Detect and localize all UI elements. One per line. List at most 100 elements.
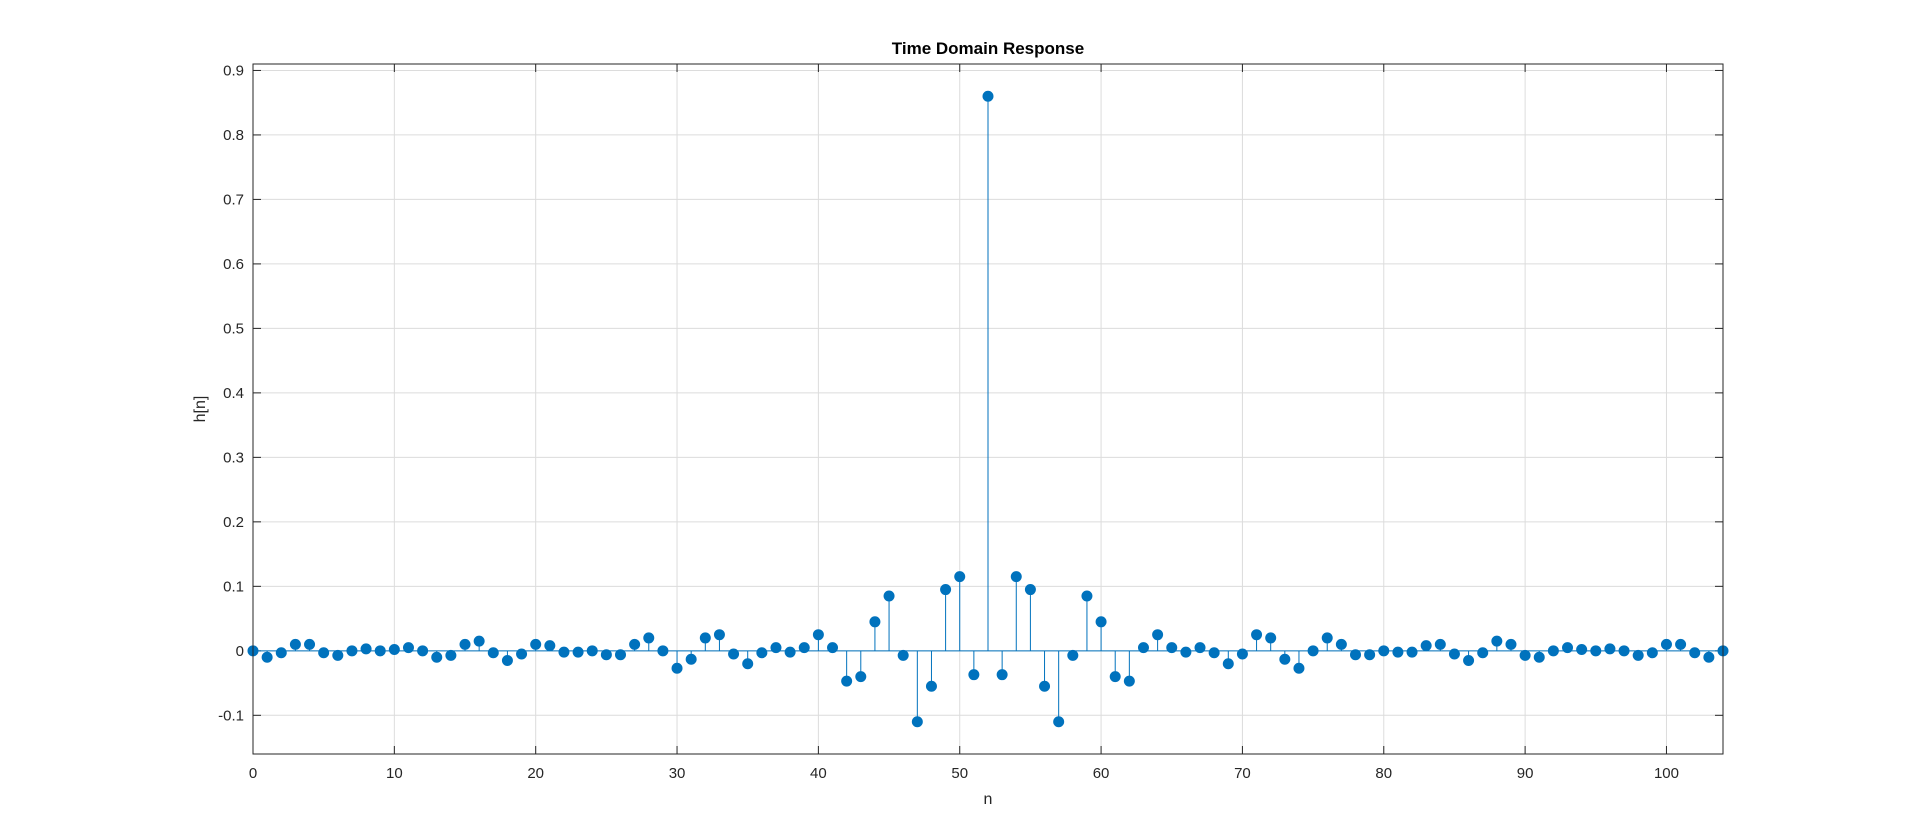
stem-marker <box>883 590 895 602</box>
x-tick-label: 30 <box>669 765 686 782</box>
x-tick-labels: 0 10 20 30 40 50 60 70 80 90 100 <box>249 765 1679 782</box>
stem-marker <box>1067 649 1079 661</box>
stem-marker <box>1646 647 1658 659</box>
x-tick-label: 100 <box>1654 765 1679 782</box>
stem-marker <box>1364 649 1376 661</box>
stem-marker <box>318 647 330 659</box>
stem-marker <box>1265 632 1277 644</box>
stem-marker <box>1562 642 1574 654</box>
stem-marker <box>996 669 1008 681</box>
stem-marker <box>869 616 881 628</box>
y-tick-label: 0.5 <box>223 320 244 337</box>
stem-marker <box>615 649 626 661</box>
stem-marker <box>1590 645 1602 657</box>
stem-marker <box>1180 646 1192 658</box>
stem-marker <box>1448 648 1460 660</box>
stem-marker <box>968 669 980 681</box>
stem-marker <box>558 646 570 658</box>
chart-title: Time Domain Response <box>892 39 1084 58</box>
stem-marker <box>360 643 372 655</box>
stem-marker <box>374 645 386 657</box>
stem-marker <box>1547 645 1559 657</box>
x-axis-label: n <box>984 791 993 808</box>
stem-marker <box>1109 671 1121 683</box>
stem-marker <box>346 645 358 657</box>
x-tick-label: 60 <box>1093 765 1110 782</box>
stem-marker <box>657 645 669 657</box>
stem-marker <box>1321 632 1333 644</box>
stem-marker <box>1293 662 1305 674</box>
stem-marker <box>261 651 273 663</box>
axes-box <box>252 63 1724 755</box>
stem-marker <box>304 638 316 650</box>
stem-marker <box>1689 647 1701 659</box>
stem-marker <box>1053 716 1065 728</box>
stem-marker <box>1491 635 1503 647</box>
stem-marker <box>431 651 443 663</box>
stem-marker <box>1576 644 1588 656</box>
stem-marker <box>586 645 598 657</box>
y-tick-label: 0.9 <box>223 62 244 79</box>
stem-marker <box>544 640 556 652</box>
stem-marker <box>1519 649 1531 661</box>
x-tick-label: 50 <box>951 765 968 782</box>
stem-marker <box>911 716 923 728</box>
stem-marker <box>925 680 937 692</box>
y-tick-label: 0.7 <box>223 191 244 208</box>
stem-marker <box>1463 654 1475 666</box>
stem-marker <box>1505 638 1517 650</box>
stem-marker <box>784 646 796 658</box>
x-tick-label: 80 <box>1375 765 1392 782</box>
stem-marker <box>417 645 429 657</box>
y-tick-label: 0.6 <box>223 256 244 273</box>
x-tick-label: 90 <box>1517 765 1534 782</box>
stem-marker <box>1152 629 1164 641</box>
y-tick-label: -0.1 <box>218 707 244 724</box>
stem-marker <box>459 638 471 650</box>
stem-marker <box>1123 675 1135 687</box>
stem-marker <box>1632 649 1644 661</box>
stem-marker <box>1095 616 1107 628</box>
stem-marker <box>728 648 740 660</box>
stem-marker <box>275 647 287 659</box>
y-tick-label: 0.8 <box>223 127 244 144</box>
stem-marker <box>756 647 768 659</box>
x-tick-label: 40 <box>810 765 827 782</box>
stem-marker <box>402 642 414 654</box>
stem-marker <box>1335 638 1347 650</box>
stem-marker <box>1194 642 1206 654</box>
stem-marker <box>572 646 584 658</box>
stem-marker <box>516 648 528 660</box>
y-tick-label: 0.4 <box>223 385 244 402</box>
x-tick-label: 70 <box>1234 765 1251 782</box>
stem-marker <box>713 629 725 641</box>
y-tick-label: 0.2 <box>223 514 244 531</box>
y-axis-label: h[n] <box>192 396 209 423</box>
stem-marker <box>841 675 853 687</box>
stem-marker <box>1166 642 1178 654</box>
stem-marker <box>1392 646 1404 658</box>
stem-marker <box>897 649 909 661</box>
stem-marker <box>1533 651 1545 663</box>
stem-marker <box>982 90 994 102</box>
x-tick-label: 20 <box>527 765 544 782</box>
stem-marker <box>1208 647 1220 659</box>
stem-marker <box>1222 658 1234 670</box>
stem-marker <box>1251 629 1263 641</box>
stem-marker <box>699 632 711 644</box>
stem-marker <box>332 649 344 661</box>
stem-marker <box>473 635 485 647</box>
stem-marker <box>1350 649 1361 661</box>
y-tick-label: 0 <box>236 643 244 660</box>
stem-marker <box>1477 647 1489 659</box>
stem-marker <box>1604 643 1616 655</box>
y-tick-labels: -0.1 0 0.1 0.2 0.3 0.4 0.5 0.6 0.7 0.8 0.9 <box>218 62 244 724</box>
stem-marker <box>1081 590 1093 602</box>
stem-marker <box>1236 648 1248 660</box>
stem-marker <box>1137 642 1149 654</box>
stem-marker <box>1378 645 1390 657</box>
stem-marker <box>1618 645 1630 657</box>
stem-marker <box>1703 651 1715 663</box>
stem-marker <box>388 644 400 656</box>
